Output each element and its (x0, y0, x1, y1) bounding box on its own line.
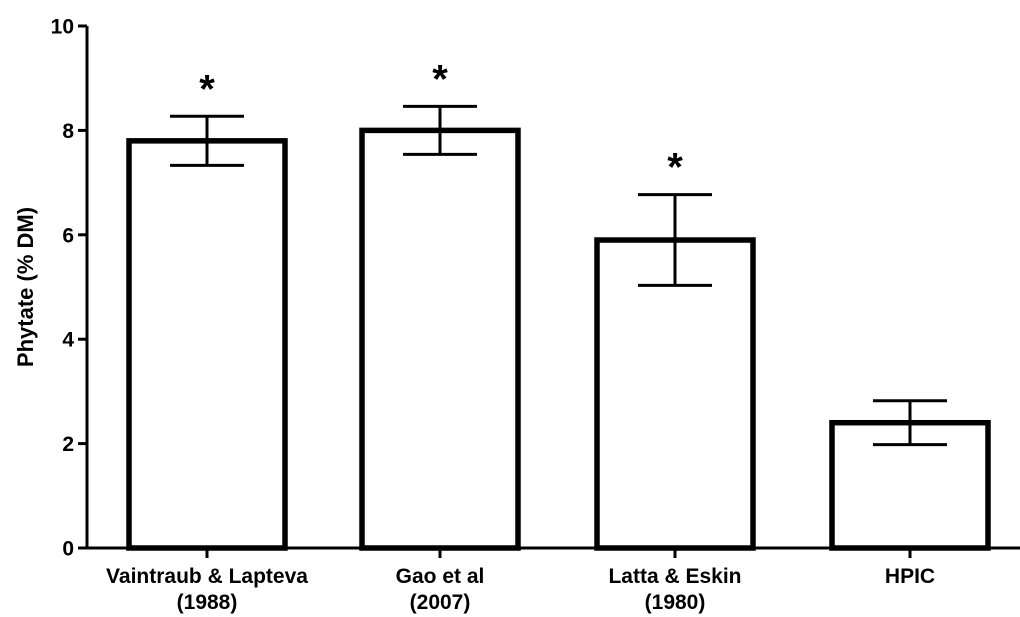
x-tick-label: Gao et al (396, 565, 485, 588)
bar (359, 127, 521, 551)
x-tick-label: Latta & Eskin (608, 565, 741, 588)
significance-star: * (432, 57, 448, 101)
x-tick-label: (1988) (177, 591, 238, 614)
y-axis-title: Phytate (% DM) (13, 207, 38, 367)
labels: Phytate (% DM) * Vaintraub & Lapteva (1988)… (13, 57, 935, 614)
y-tick-label: 10 (51, 16, 74, 39)
x-tick-label: HPIC (885, 565, 935, 588)
y-tick-label: 2 (62, 433, 74, 456)
bar (594, 237, 756, 551)
y-tick-label: 8 (62, 120, 74, 143)
y-tick-label: 4 (62, 329, 74, 352)
y-tick-label: 6 (62, 224, 74, 247)
significance-star: * (199, 67, 215, 111)
x-tick-label: (2007) (410, 591, 471, 614)
bar (126, 138, 288, 551)
x-tick-label: Vaintraub & Lapteva (106, 565, 308, 588)
significance-star: * (667, 146, 683, 190)
x-tick-label: (1980) (645, 591, 706, 614)
bars (126, 104, 991, 551)
y-tick-label: 0 (62, 538, 74, 561)
